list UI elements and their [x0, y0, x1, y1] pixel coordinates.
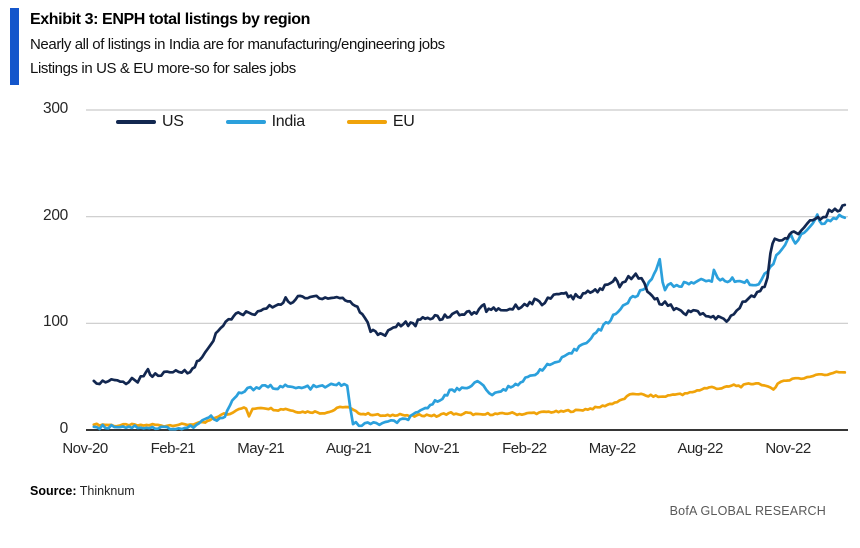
- legend-label-india: India: [271, 113, 306, 130]
- source-label: Source:: [30, 484, 77, 498]
- x-axis-tick-label-aug-21: Aug-21: [325, 440, 372, 457]
- x-axis-tick-label-may-21: May-21: [237, 440, 285, 457]
- exhibit-title: Exhibit 3: ENPH total listings by region: [30, 11, 311, 28]
- y-axis-tick-label-200: 200: [43, 206, 68, 224]
- x-axis-tick-label-may-22: May-22: [588, 440, 637, 457]
- legend-label-eu: EU: [392, 113, 415, 130]
- chart-legend: US India EU: [116, 113, 415, 131]
- x-axis-tick-label-aug-22: Aug-22: [677, 440, 723, 457]
- x-axis-tick-label-feb-21: Feb-21: [150, 440, 196, 457]
- legend-item-india: India: [225, 113, 306, 131]
- x-axis-tick-label-nov-22: Nov-22: [765, 440, 811, 457]
- legend-item-us: US: [116, 113, 184, 131]
- exhibit-subtitle-line2: Listings in US & EU more-so for sales jo…: [30, 60, 296, 77]
- series-line-us: [92, 203, 847, 386]
- accent-bar: [10, 8, 19, 85]
- source-value: Thinknum: [79, 484, 135, 498]
- x-axis-tick-label-feb-22: Feb-22: [502, 440, 547, 457]
- y-axis-tick-label-0: 0: [59, 420, 69, 437]
- x-axis-tick-label-nov-21: Nov-21: [413, 440, 460, 457]
- y-axis-tick-label-100: 100: [43, 313, 68, 331]
- legend-swatch-india: [225, 120, 266, 124]
- series-line-eu: [92, 370, 847, 428]
- brand-note: BofA GLOBAL RESEARCH: [669, 504, 826, 518]
- legend-label-us: US: [162, 113, 184, 130]
- x-axis-tick-label-nov-20: Nov-20: [62, 440, 108, 457]
- source-note: Source: Thinknum: [30, 484, 135, 498]
- series-line-india: [92, 213, 847, 431]
- y-axis-tick-label-300: 300: [43, 100, 68, 117]
- legend-swatch-us: [116, 120, 156, 124]
- exhibit-subtitle-line1: Nearly all of listings in India are for …: [30, 36, 445, 53]
- legend-item-eu: EU: [346, 113, 415, 131]
- legend-swatch-eu: [346, 120, 387, 124]
